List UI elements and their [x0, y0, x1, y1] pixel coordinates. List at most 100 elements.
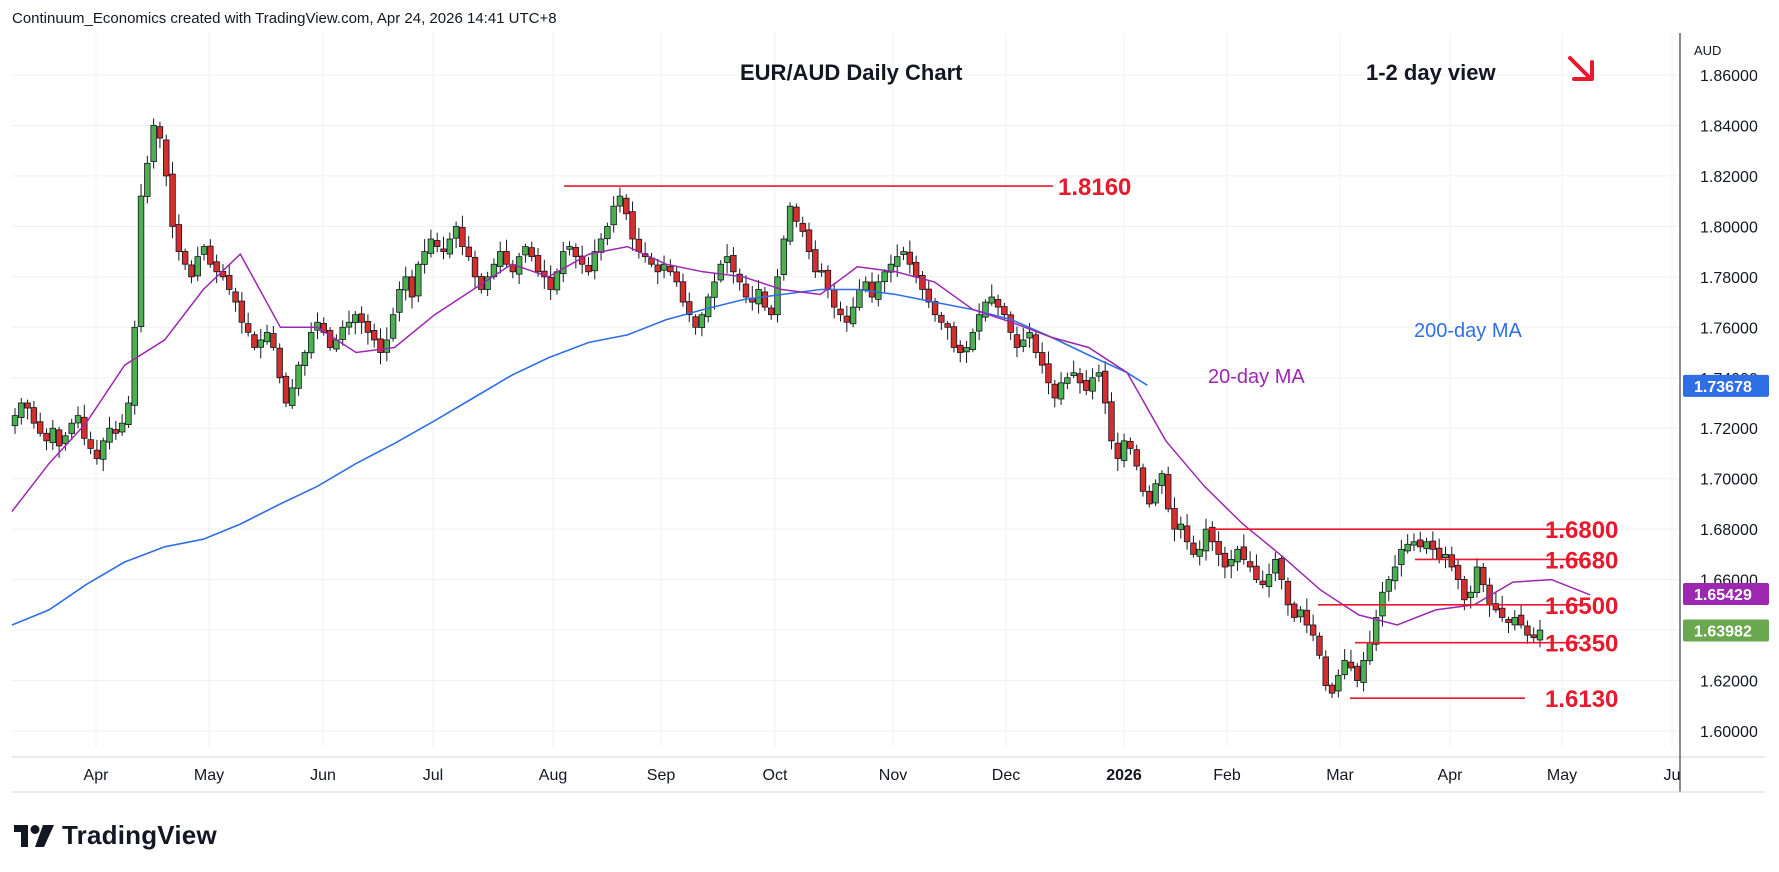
candle-body-up: [1120, 440, 1128, 461]
candle: [610, 196, 617, 233]
candle-body-down: [1480, 566, 1487, 586]
candle: [1051, 379, 1058, 408]
candle-body-down: [1240, 546, 1248, 560]
x-tick-label: May: [1547, 767, 1577, 784]
candle: [377, 328, 384, 365]
candle: [900, 246, 907, 261]
candle-body-down: [812, 249, 819, 273]
candle: [446, 232, 454, 259]
candle-body-up: [1202, 528, 1210, 552]
candle: [1372, 609, 1380, 651]
candle-body-down: [843, 315, 851, 323]
candle: [522, 243, 529, 263]
candle: [1480, 563, 1487, 593]
arrow-shaft: [1568, 56, 1592, 80]
candle: [881, 269, 888, 293]
candle: [1360, 651, 1367, 692]
candle-body-down: [1101, 370, 1109, 404]
candle: [383, 327, 390, 362]
candle: [868, 272, 876, 303]
candle-body-up: [711, 281, 718, 298]
candle-body-down: [547, 277, 554, 290]
candle-body-down: [805, 229, 813, 253]
candle: [1139, 463, 1147, 497]
candle: [686, 292, 693, 323]
candle: [156, 121, 164, 149]
candle: [906, 240, 914, 274]
candle: [547, 265, 554, 301]
candle-body-up: [49, 427, 57, 443]
candle-body-down: [37, 421, 44, 434]
candle-body-down: [837, 308, 844, 316]
candle-body-down: [623, 197, 630, 215]
candle: [698, 312, 706, 337]
candle-body-up: [295, 364, 302, 389]
candle: [434, 232, 441, 253]
candle-body-down: [1127, 441, 1134, 449]
candle: [988, 284, 995, 306]
candle: [62, 432, 69, 451]
candle: [629, 201, 636, 251]
y-tick-label: 1.72000: [1700, 421, 1758, 438]
candle-body-down: [1133, 449, 1140, 467]
candle-body-up: [415, 263, 422, 297]
candle: [812, 240, 819, 278]
candle: [295, 361, 302, 396]
candle-body-down: [1309, 624, 1317, 636]
candle: [875, 274, 882, 307]
candle-body-up: [988, 296, 995, 304]
candle: [497, 241, 504, 274]
candle: [1076, 367, 1084, 394]
candle: [1284, 577, 1292, 616]
candle: [534, 247, 542, 277]
candle: [1498, 595, 1506, 622]
candle-body-down: [207, 245, 214, 265]
candle: [1391, 555, 1399, 590]
candle: [1272, 552, 1279, 581]
candle-body-down: [358, 313, 365, 323]
candle: [1347, 649, 1355, 672]
candle-body-down: [1007, 314, 1014, 333]
candle: [213, 254, 220, 284]
x-tick-label: Oct: [763, 767, 788, 784]
candle-body-down: [679, 281, 687, 303]
candle-body-down: [1051, 383, 1058, 399]
candle: [1032, 330, 1040, 359]
candle-body-down: [906, 251, 914, 265]
price-badge-label: 1.73678: [1694, 379, 1752, 396]
candle: [654, 258, 661, 285]
candle-body-up: [389, 314, 397, 339]
candle: [282, 372, 290, 408]
candle-body-down: [1215, 540, 1222, 555]
candle-body-up: [591, 251, 598, 272]
candle-body-up: [1410, 541, 1418, 546]
candle: [484, 271, 491, 297]
x-tick-label: Jul: [423, 767, 443, 784]
x-tick-label: Dec: [992, 767, 1020, 784]
candle-body-down: [276, 347, 283, 379]
candle: [465, 236, 472, 261]
candle: [975, 303, 983, 341]
level-label: 1.6130: [1545, 686, 1618, 713]
candle: [1410, 533, 1418, 552]
candle: [736, 268, 743, 291]
candle-body-down: [818, 270, 825, 273]
candle-body-down: [1517, 614, 1525, 626]
candle: [339, 320, 346, 346]
candle-body-up: [257, 339, 264, 348]
candle: [761, 286, 769, 311]
candle-body-up: [1089, 377, 1096, 392]
candle-body-down: [1316, 635, 1323, 656]
candle-body-down: [629, 211, 636, 240]
candle-body-down: [1505, 618, 1512, 623]
candle-body-up: [1398, 548, 1405, 566]
candle-body-down: [282, 375, 290, 404]
candle-body-down: [163, 139, 170, 177]
candle-body-down: [919, 274, 926, 290]
candle: [163, 134, 170, 187]
candle-body-up: [68, 422, 75, 434]
candle: [1057, 372, 1065, 405]
candle-body-down: [1278, 558, 1285, 581]
candle-body-down: [635, 238, 643, 253]
candle-body-up: [1511, 617, 1518, 626]
